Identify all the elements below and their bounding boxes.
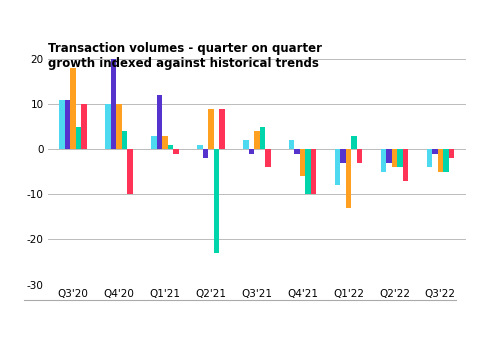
Bar: [122, 131, 127, 149]
Bar: [168, 145, 173, 149]
Bar: [249, 149, 254, 154]
Bar: [432, 149, 438, 154]
Text: Transaction volumes - quarter on quarter
growth indexed against historical trend: Transaction volumes - quarter on quarter…: [48, 42, 322, 70]
Bar: [162, 136, 168, 149]
Bar: [214, 149, 219, 253]
Bar: [300, 149, 305, 176]
Bar: [157, 95, 162, 149]
Bar: [335, 149, 340, 185]
Bar: [260, 127, 265, 149]
Bar: [386, 149, 392, 163]
Bar: [116, 104, 122, 149]
Bar: [311, 149, 316, 194]
Bar: [60, 100, 65, 149]
Bar: [357, 149, 362, 163]
Bar: [340, 149, 346, 163]
Bar: [392, 149, 397, 167]
Bar: [151, 136, 157, 149]
Bar: [76, 127, 82, 149]
Bar: [208, 109, 214, 149]
Bar: [381, 149, 386, 172]
Bar: [449, 149, 454, 158]
Bar: [346, 149, 351, 208]
Bar: [243, 140, 249, 149]
Bar: [106, 104, 111, 149]
Bar: [65, 100, 71, 149]
Bar: [219, 109, 225, 149]
Bar: [294, 149, 300, 154]
Bar: [203, 149, 208, 158]
Bar: [427, 149, 432, 167]
Bar: [71, 68, 76, 149]
Bar: [127, 149, 133, 194]
Bar: [403, 149, 408, 181]
Bar: [82, 104, 87, 149]
Bar: [351, 136, 357, 149]
Bar: [289, 140, 294, 149]
Bar: [265, 149, 271, 167]
Bar: [173, 149, 179, 154]
Bar: [305, 149, 311, 194]
Legend: Global, US, EUR, UK, CNY: Global, US, EUR, UK, CNY: [160, 346, 353, 347]
Bar: [443, 149, 449, 172]
Bar: [111, 59, 116, 149]
Bar: [438, 149, 443, 172]
Bar: [397, 149, 403, 167]
Bar: [254, 131, 260, 149]
Bar: [197, 145, 203, 149]
